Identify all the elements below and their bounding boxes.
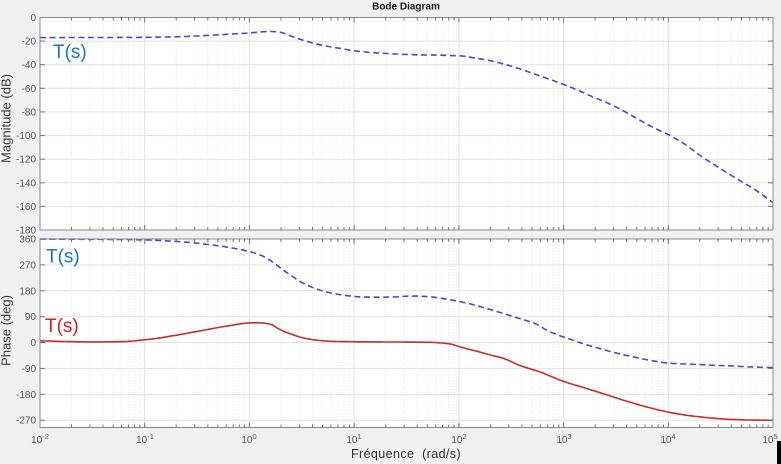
svg-text:-120: -120 bbox=[16, 155, 36, 166]
svg-text:-80: -80 bbox=[22, 107, 37, 118]
svg-text:-180: -180 bbox=[16, 226, 36, 237]
svg-text:Magnitude (dB): Magnitude (dB) bbox=[0, 74, 14, 163]
svg-text:180: 180 bbox=[19, 286, 36, 297]
svg-text:270: 270 bbox=[19, 260, 36, 271]
svg-text:-270: -270 bbox=[16, 416, 36, 427]
svg-text:Fréquence (rad/s): Fréquence (rad/s) bbox=[351, 447, 461, 461]
svg-text:T(s): T(s) bbox=[53, 42, 87, 63]
svg-text:-20: -20 bbox=[22, 37, 37, 48]
svg-text:Phase (deg): Phase (deg) bbox=[0, 295, 14, 366]
svg-text:-90: -90 bbox=[22, 364, 37, 375]
svg-text:90: 90 bbox=[25, 312, 37, 323]
svg-text:-100: -100 bbox=[16, 131, 36, 142]
svg-text:-40: -40 bbox=[22, 60, 37, 71]
svg-text:T(s): T(s) bbox=[45, 316, 79, 337]
svg-text:0: 0 bbox=[30, 13, 36, 24]
svg-text:T(s): T(s) bbox=[46, 247, 80, 268]
svg-text:-140: -140 bbox=[16, 178, 36, 189]
svg-text:-180: -180 bbox=[16, 390, 36, 401]
svg-text:-60: -60 bbox=[22, 84, 37, 95]
svg-text:360: 360 bbox=[19, 235, 36, 246]
svg-text:-160: -160 bbox=[16, 202, 36, 213]
svg-text:Bode Diagram: Bode Diagram bbox=[372, 2, 440, 13]
svg-text:0: 0 bbox=[30, 338, 36, 349]
